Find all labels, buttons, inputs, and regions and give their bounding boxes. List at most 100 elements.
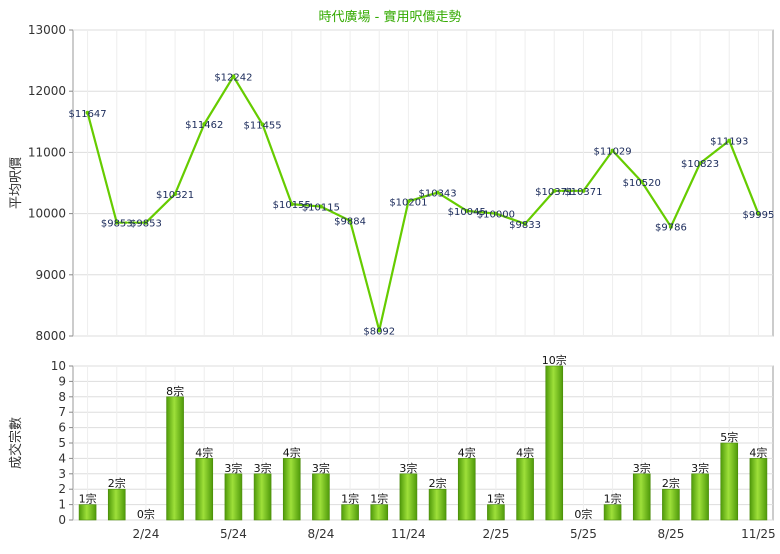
price-point xyxy=(610,148,615,153)
x-tick-label: 5/24 xyxy=(220,527,247,541)
price-point xyxy=(698,161,703,166)
bottom-y-tick-label: 0 xyxy=(58,513,66,527)
bottom-y-tick-label: 9 xyxy=(58,374,66,388)
price-line-segment xyxy=(378,200,410,332)
price-point xyxy=(581,188,586,193)
price-point xyxy=(348,218,353,223)
chart-title: 時代廣場 - 實用呎價走勢 xyxy=(319,9,462,25)
price-data-label: $11193 xyxy=(710,137,748,148)
price-data-label: $8092 xyxy=(363,326,395,337)
volume-data-label: 3宗 xyxy=(691,461,709,475)
bottom-y-tick-label: 4 xyxy=(58,451,66,465)
price-line-segment xyxy=(436,191,468,212)
volume-data-label: 1宗 xyxy=(79,492,97,506)
price-data-label: $9884 xyxy=(334,217,366,228)
price-line-segment xyxy=(86,111,118,224)
price-point xyxy=(318,204,323,209)
volume-bar xyxy=(195,458,214,521)
price-line-segment xyxy=(728,139,760,216)
price-data-label: $11647 xyxy=(68,109,106,120)
bottom-y-tick-label: 10 xyxy=(51,359,66,373)
volume-bar xyxy=(632,473,651,521)
price-point xyxy=(493,211,498,216)
top-y-tick-label: 8000 xyxy=(35,329,66,343)
volume-bar xyxy=(370,504,389,521)
price-point xyxy=(552,188,557,193)
volume-bar-chart: 01 23 456 78 910 成交宗數 1宗 2宗 0宗 8宗 4宗 3宗 3宗 4宗 3宗 1宗 1宗 3宗… xyxy=(8,353,776,541)
price-data-label: $10321 xyxy=(156,190,194,201)
price-data-label: $10371 xyxy=(564,187,602,198)
price-point xyxy=(756,211,761,216)
volume-bar xyxy=(312,473,330,521)
bottom-y-tick-label: 3 xyxy=(58,467,66,481)
bottom-y-tick-label: 1 xyxy=(58,498,66,512)
price-line-segment xyxy=(640,180,673,228)
price-point xyxy=(668,224,673,229)
price-data-label: $10115 xyxy=(302,203,340,214)
top-y-tick-label: 13000 xyxy=(28,23,66,37)
volume-data-label: 4宗 xyxy=(458,445,476,459)
price-data-label: $10520 xyxy=(623,178,661,189)
price-line-segment xyxy=(669,162,702,228)
price-line-chart: 8000 9000 10000 11000 12000 13000 平均呎價 $11647 $9… xyxy=(9,23,774,343)
volume-data-label: 3宗 xyxy=(312,461,330,475)
price-point xyxy=(377,328,382,333)
price-point xyxy=(464,208,469,213)
volume-data-label: 4宗 xyxy=(749,445,767,459)
volume-bar xyxy=(428,488,447,521)
volume-bar xyxy=(78,504,97,521)
price-data-label: $10201 xyxy=(389,197,427,208)
price-line-segment xyxy=(319,205,352,222)
volume-data-label: 2宗 xyxy=(429,476,447,490)
price-line-segment xyxy=(523,189,556,225)
price-line-segment xyxy=(173,123,206,196)
price-point xyxy=(289,202,294,207)
price-point xyxy=(231,74,236,79)
price-line-segment xyxy=(144,192,177,224)
bottom-y-tick-label: 8 xyxy=(58,390,66,404)
volume-bar xyxy=(107,488,126,521)
volume-bar xyxy=(341,504,359,521)
price-line-segment xyxy=(698,139,731,165)
volume-bar xyxy=(720,442,739,521)
x-tick-label: 8/24 xyxy=(307,527,334,541)
price-data-label: $11462 xyxy=(185,120,223,131)
bottom-y-tick-label: 2 xyxy=(58,482,66,496)
top-y-axis-label: 平均呎價 xyxy=(9,157,24,209)
price-point xyxy=(435,190,440,195)
price-data-label: $9853 xyxy=(101,219,133,230)
price-point xyxy=(114,220,119,225)
price-point xyxy=(202,122,207,127)
top-y-tick-label: 11000 xyxy=(28,145,66,159)
volume-data-label: 1宗 xyxy=(604,492,622,506)
top-y-tick-label: 9000 xyxy=(35,268,66,282)
x-tick-label: 8/25 xyxy=(657,527,684,541)
x-tick-label: 11/24 xyxy=(391,527,426,541)
volume-bar xyxy=(399,473,418,521)
volume-data-label: 10宗 xyxy=(542,353,567,367)
price-data-label: $10823 xyxy=(681,159,719,170)
top-y-tick-label: 10000 xyxy=(28,207,66,221)
volume-data-label: 4宗 xyxy=(516,445,534,459)
price-line-segment xyxy=(494,212,527,225)
volume-data-label: 1宗 xyxy=(341,492,359,506)
volume-data-label: 4宗 xyxy=(283,445,301,459)
price-point xyxy=(85,110,90,115)
bottom-y-axis-label: 成交宗數 xyxy=(8,417,24,469)
price-point xyxy=(523,221,528,226)
price-point xyxy=(727,138,732,143)
price-point xyxy=(260,122,265,127)
volume-bar xyxy=(253,473,272,521)
volume-data-label: 2宗 xyxy=(662,476,680,490)
price-line-segment xyxy=(203,75,235,126)
volume-bar xyxy=(691,473,709,521)
volume-data-label: 3宗 xyxy=(224,461,242,475)
price-line-segment xyxy=(232,75,264,126)
price-point xyxy=(173,191,178,196)
volume-data-label: 3宗 xyxy=(399,461,417,475)
volume-data-label: 2宗 xyxy=(108,476,126,490)
volume-data-label: 5宗 xyxy=(720,430,738,444)
price-data-label: $11029 xyxy=(593,147,631,158)
volume-data-label: 3宗 xyxy=(254,461,272,475)
